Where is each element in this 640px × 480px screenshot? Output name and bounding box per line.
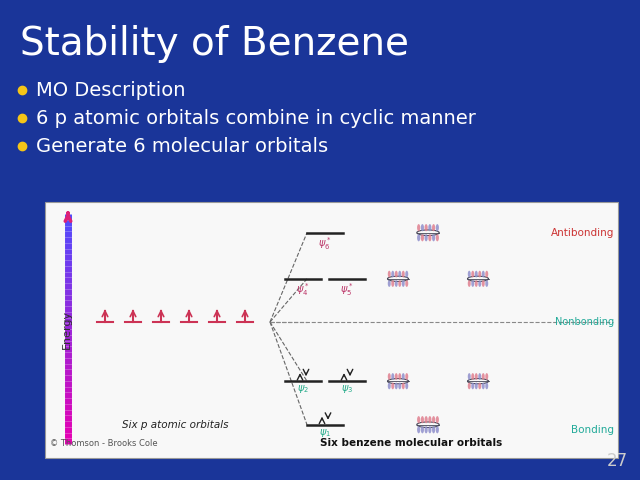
Ellipse shape (478, 271, 481, 277)
Ellipse shape (398, 280, 401, 287)
Ellipse shape (417, 416, 420, 423)
Ellipse shape (391, 373, 394, 380)
Ellipse shape (421, 426, 424, 433)
Text: Bonding: Bonding (571, 425, 614, 435)
Ellipse shape (485, 280, 488, 287)
Ellipse shape (485, 383, 488, 389)
Text: $\psi_2$: $\psi_2$ (297, 383, 309, 395)
Ellipse shape (432, 426, 435, 433)
Ellipse shape (436, 234, 439, 241)
Ellipse shape (436, 416, 439, 423)
Ellipse shape (421, 416, 424, 423)
Ellipse shape (417, 426, 420, 433)
Text: Nonbonding: Nonbonding (555, 317, 614, 327)
Ellipse shape (432, 416, 435, 423)
Ellipse shape (432, 224, 435, 231)
Ellipse shape (398, 383, 401, 389)
Text: Antibonding: Antibonding (550, 228, 614, 238)
Ellipse shape (402, 271, 404, 277)
Ellipse shape (475, 271, 477, 277)
Ellipse shape (485, 271, 488, 277)
Ellipse shape (436, 224, 439, 231)
Ellipse shape (391, 280, 394, 287)
Ellipse shape (471, 271, 474, 277)
Ellipse shape (482, 373, 484, 380)
Ellipse shape (424, 224, 428, 231)
Bar (45, 202, 618, 458)
Ellipse shape (405, 383, 408, 389)
Ellipse shape (405, 280, 408, 287)
Ellipse shape (388, 383, 391, 389)
Ellipse shape (478, 383, 481, 389)
Ellipse shape (424, 426, 428, 433)
Ellipse shape (402, 383, 404, 389)
Text: 27: 27 (607, 452, 628, 470)
Ellipse shape (432, 234, 435, 241)
Ellipse shape (468, 373, 471, 380)
Ellipse shape (391, 383, 394, 389)
Ellipse shape (478, 280, 481, 287)
Ellipse shape (428, 426, 431, 433)
Text: $\psi_5^*$: $\psi_5^*$ (340, 281, 354, 298)
Ellipse shape (398, 373, 401, 380)
Text: Six p atomic orbitals: Six p atomic orbitals (122, 420, 228, 430)
Text: Six benzene molecular orbitals: Six benzene molecular orbitals (321, 438, 502, 448)
Ellipse shape (468, 280, 471, 287)
Ellipse shape (421, 234, 424, 241)
Ellipse shape (475, 373, 477, 380)
Ellipse shape (478, 373, 481, 380)
Ellipse shape (395, 280, 397, 287)
Text: Energy: Energy (62, 310, 72, 348)
Text: $\psi_6^*$: $\psi_6^*$ (318, 235, 332, 252)
Ellipse shape (485, 373, 488, 380)
Ellipse shape (471, 383, 474, 389)
Ellipse shape (388, 271, 391, 277)
Ellipse shape (405, 271, 408, 277)
Text: 6 p atomic orbitals combine in cyclic manner: 6 p atomic orbitals combine in cyclic ma… (36, 108, 476, 128)
Ellipse shape (428, 234, 431, 241)
Ellipse shape (471, 280, 474, 287)
Ellipse shape (402, 280, 404, 287)
Text: MO Description: MO Description (36, 81, 186, 99)
Ellipse shape (482, 271, 484, 277)
Ellipse shape (471, 373, 474, 380)
Ellipse shape (388, 280, 391, 287)
Ellipse shape (395, 271, 397, 277)
Ellipse shape (436, 426, 439, 433)
Text: Generate 6 molecular orbitals: Generate 6 molecular orbitals (36, 136, 328, 156)
Ellipse shape (428, 416, 431, 423)
Ellipse shape (421, 224, 424, 231)
Text: Stability of Benzene: Stability of Benzene (20, 25, 409, 63)
Ellipse shape (475, 383, 477, 389)
Text: © Thomson - Brooks Cole: © Thomson - Brooks Cole (50, 439, 157, 448)
Ellipse shape (402, 373, 404, 380)
Ellipse shape (388, 373, 391, 380)
Ellipse shape (475, 280, 477, 287)
Ellipse shape (482, 280, 484, 287)
Ellipse shape (468, 383, 471, 389)
Text: $\psi_3$: $\psi_3$ (341, 383, 353, 395)
Ellipse shape (428, 224, 431, 231)
Ellipse shape (395, 383, 397, 389)
Ellipse shape (405, 373, 408, 380)
Ellipse shape (424, 234, 428, 241)
Ellipse shape (391, 271, 394, 277)
Ellipse shape (468, 271, 471, 277)
Ellipse shape (395, 373, 397, 380)
Text: $\psi_4^*$: $\psi_4^*$ (296, 281, 310, 298)
Ellipse shape (424, 416, 428, 423)
Ellipse shape (417, 234, 420, 241)
Text: $\psi_1$: $\psi_1$ (319, 427, 331, 439)
Ellipse shape (482, 383, 484, 389)
Ellipse shape (417, 224, 420, 231)
Ellipse shape (398, 271, 401, 277)
